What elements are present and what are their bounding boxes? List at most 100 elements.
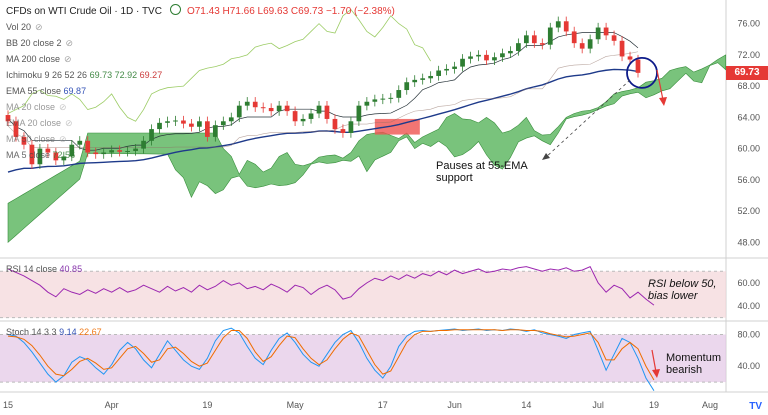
- candle-body: [340, 129, 346, 133]
- candle-body: [173, 120, 178, 122]
- stoch-band: [0, 334, 726, 383]
- stoch-d-line: [7, 329, 655, 381]
- candle-body: [356, 105, 362, 122]
- price-tick-label: 56.00: [737, 175, 760, 185]
- rsi-line: [7, 265, 655, 306]
- support-pointer-line: [544, 79, 631, 159]
- time-tick-label: 19: [649, 400, 659, 410]
- ichimoku-cloud: [7, 54, 727, 244]
- candle-body: [212, 125, 218, 137]
- time-tick-label: May: [287, 400, 305, 410]
- hidden-eye-icon[interactable]: ⊘: [59, 102, 67, 112]
- symbol-title[interactable]: CFDs on WTI Crude Oil · 1D · TVC: [6, 6, 162, 17]
- annotation-momentum: Momentum bearish: [666, 352, 722, 376]
- candle-body: [452, 66, 457, 69]
- indicator-ma20[interactable]: MA 20 close ⊘: [6, 102, 67, 112]
- candle-body: [587, 39, 593, 49]
- hidden-eye-icon[interactable]: ⊘: [59, 134, 67, 144]
- candle-body: [181, 120, 186, 124]
- price-tick-label: 72.00: [737, 50, 760, 60]
- candle-body: [404, 82, 410, 91]
- candle-body: [125, 150, 130, 152]
- highlight-circle: [626, 56, 658, 89]
- candle-body: [627, 56, 633, 60]
- ichimoku-lagging-span: [7, 9, 432, 122]
- support-pointer-arrowhead: [542, 153, 550, 160]
- candle-body: [292, 111, 298, 122]
- candle-body: [37, 148, 43, 165]
- rsi-legend[interactable]: RSI 14 close 40.85: [6, 264, 83, 274]
- candle-body: [396, 90, 402, 98]
- hidden-eye-icon[interactable]: ⊘: [65, 38, 74, 48]
- candle-body: [268, 108, 274, 112]
- candle-body: [117, 150, 123, 152]
- indicator-ma200[interactable]: MA 200 close ⊘: [6, 54, 72, 64]
- indicator-ma50[interactable]: MA 50 close ⊘: [6, 134, 67, 144]
- rsi-tick-label: 60.00: [737, 278, 760, 288]
- stoch-tick-label: 40.00: [737, 361, 760, 371]
- hidden-eye-icon[interactable]: ⊘: [35, 22, 43, 32]
- candle-body: [555, 21, 561, 28]
- candle-body: [61, 156, 67, 161]
- candle-body: [531, 35, 537, 44]
- candle-body: [53, 152, 59, 161]
- candle-body: [579, 43, 585, 49]
- candle-body: [563, 21, 569, 32]
- indicator-ichimoku[interactable]: Ichimoku 9 26 52 26 69.73 72.92 69.27: [6, 70, 163, 80]
- time-tick-label: 17: [378, 400, 388, 410]
- candle-body: [13, 121, 19, 137]
- hidden-eye-icon[interactable]: ⊘: [65, 118, 73, 128]
- candle-body: [603, 27, 609, 36]
- annotation-ema-support: Pauses at 55-EMA support: [436, 160, 528, 184]
- candle-body: [29, 144, 35, 165]
- bearish-arrow: [656, 69, 664, 101]
- candle-body: [508, 50, 513, 54]
- candle-body: [21, 136, 27, 145]
- candle-body: [93, 152, 99, 155]
- candle-body: [516, 43, 521, 51]
- candle-body: [244, 101, 250, 106]
- candle-body: [284, 105, 290, 112]
- candle-body: [332, 118, 338, 130]
- candle-body: [109, 150, 115, 153]
- candle-body: [428, 75, 434, 79]
- indicator-ema55[interactable]: EMA 55 close 69.87: [6, 86, 87, 96]
- indicator-bb[interactable]: BB 20 close 2 ⊘: [6, 38, 74, 48]
- stoch-tick-label: 80.00: [737, 330, 760, 340]
- candle-body: [85, 140, 91, 153]
- time-tick-label: Jun: [447, 400, 462, 410]
- candle-body: [619, 40, 625, 57]
- indicator-ma5[interactable]: MA 5 close 72.56: [6, 150, 76, 160]
- candle-body: [468, 56, 473, 59]
- candle-body: [5, 115, 11, 122]
- candle-body: [101, 152, 107, 155]
- candle-body: [484, 54, 489, 61]
- stoch-legend[interactable]: Stoch 14 3 3 9.14 22.67: [6, 327, 102, 337]
- candle-body: [460, 58, 465, 67]
- candle-body: [444, 68, 449, 71]
- tradingview-logo: TV: [749, 401, 762, 412]
- hidden-eye-icon[interactable]: ⊘: [64, 54, 72, 64]
- candle-body: [388, 97, 394, 99]
- ichimoku-conversion-line: [7, 32, 639, 151]
- candle-body: [324, 105, 330, 119]
- candle-body: [260, 107, 266, 109]
- candle-body: [189, 123, 194, 127]
- candle-body: [380, 98, 386, 100]
- ichimoku-base-line: [7, 51, 639, 148]
- indicator-vol[interactable]: Vol 20 ⊘: [6, 22, 43, 32]
- time-tick-label: 19: [202, 400, 212, 410]
- time-tick-label: Jul: [592, 400, 604, 410]
- indicator-ema20[interactable]: EMA 20 close ⊘: [6, 118, 73, 128]
- ohlc-readout: O71.43 H71.66 L69.63 C69.73 −1.70 (−2.38…: [186, 6, 395, 17]
- candle-body: [476, 54, 481, 57]
- candle-body: [308, 113, 314, 119]
- candle-body: [133, 148, 138, 151]
- candle-body: [547, 27, 553, 45]
- candle-body: [412, 79, 418, 83]
- candle-body: [539, 43, 545, 45]
- price-tick-label: 76.00: [737, 19, 760, 29]
- candle-body: [197, 121, 202, 127]
